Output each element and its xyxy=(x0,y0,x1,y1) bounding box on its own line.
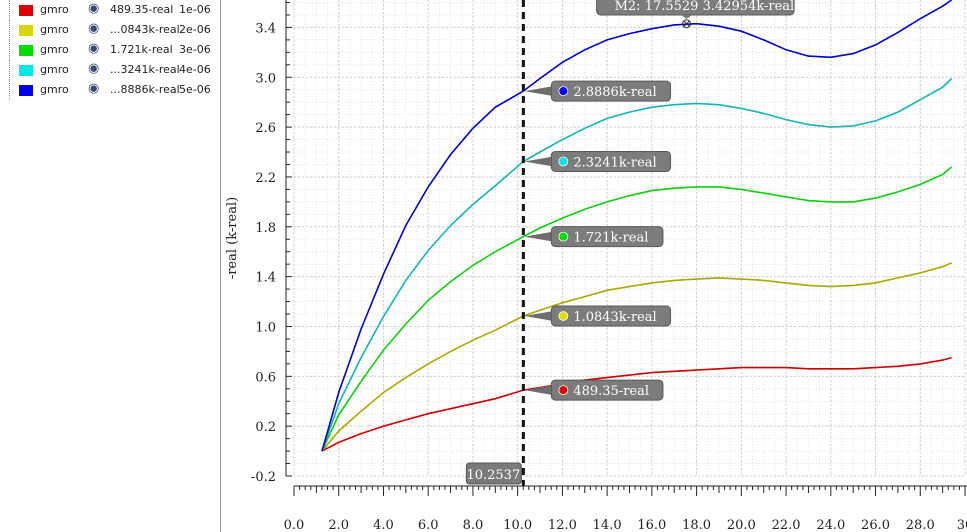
legend-item[interactable]: gmro ◉ 1.721k-real 3e-06 xyxy=(0,40,220,60)
marker-dot xyxy=(558,311,569,321)
legend-sweep: 4e-06 xyxy=(179,63,211,76)
marker-dot xyxy=(558,231,569,242)
point-marker-cross xyxy=(683,20,690,28)
y-tick-label: 1.0 xyxy=(255,320,276,335)
x-tick-label: 2.0 xyxy=(328,518,349,532)
marker-box[interactable] xyxy=(550,226,664,248)
tree-connector xyxy=(9,40,18,60)
series-line[interactable] xyxy=(321,356,952,452)
legend-sweep: 1e-06 xyxy=(179,3,211,16)
marker-label: 1.721k-real xyxy=(573,231,648,246)
y-tick-label: 0.6 xyxy=(255,370,276,385)
y-tick-label: 0.2 xyxy=(255,420,276,435)
y-tick-label: 2.2 xyxy=(255,171,276,186)
y-tick-label: 3.0 xyxy=(255,71,276,86)
tree-connector xyxy=(9,20,18,40)
eye-icon[interactable]: ◉ xyxy=(88,61,100,76)
tree-connector xyxy=(9,60,18,80)
x-tick-label: 28.0 xyxy=(906,518,935,532)
y-tick-label: 2.6 xyxy=(255,121,276,136)
legend-value: ...8886k-real xyxy=(110,83,180,96)
x-tick-label: 22.0 xyxy=(772,518,801,532)
y-tick-label: 1.8 xyxy=(255,221,276,236)
x-tick-label: 30 xyxy=(957,518,967,532)
legend-sweep: 2e-06 xyxy=(179,23,211,36)
legend-swatch xyxy=(19,5,33,16)
marker-box[interactable] xyxy=(550,150,672,172)
x-tick-label: 24.0 xyxy=(816,518,845,532)
y-axis-label: -real (k-real) xyxy=(225,197,240,279)
tree-connector xyxy=(9,0,18,20)
x-tick-label: 10.0 xyxy=(503,518,532,532)
legend-signal-name: gmro xyxy=(40,23,69,36)
legend-signal-name: gmro xyxy=(40,43,69,56)
marker-pointer xyxy=(524,385,554,396)
y-tick-label: -0.2 xyxy=(251,470,276,485)
marker-label: 1.0843k-real xyxy=(573,310,656,325)
marker-box[interactable] xyxy=(550,80,672,102)
marker-dot xyxy=(558,156,569,167)
legend-sweep: 5e-06 xyxy=(179,83,211,96)
point-marker-box[interactable] xyxy=(596,0,795,16)
legend-panel: gmro ◉ 489.35-real 1e-06 gmro ◉ ...0843k-real 2… xyxy=(0,0,221,532)
series-line[interactable] xyxy=(321,166,953,452)
legend-value: 1.721k-real xyxy=(110,43,173,56)
marker-label: 489.35-real xyxy=(573,384,649,399)
legend-item[interactable]: gmro ◉ 489.35-real 1e-06 xyxy=(0,0,220,20)
legend-swatch xyxy=(19,65,33,76)
tree-connector xyxy=(9,80,18,100)
eye-icon[interactable]: ◉ xyxy=(88,81,100,96)
series-line[interactable] xyxy=(321,77,953,452)
x-tick-label: 12.0 xyxy=(548,518,577,532)
legend-item[interactable]: gmro ◉ ...3241k-real 4e-06 xyxy=(0,60,220,80)
legend-item[interactable]: gmro ◉ ...8886k-real 5e-06 xyxy=(0,80,220,100)
legend-sweep: 3e-06 xyxy=(179,43,211,56)
legend-item[interactable]: gmro ◉ ...0843k-real 2e-06 xyxy=(0,20,220,40)
marker-dot xyxy=(558,385,569,396)
marker-label: 2.8886k-real xyxy=(573,85,656,100)
marker-box[interactable] xyxy=(550,305,672,327)
point-marker-label: M2: 17.5529 3.42954k-real xyxy=(615,0,795,14)
x-tick-label: 26.0 xyxy=(861,518,890,532)
cursor-value-box xyxy=(465,462,522,485)
legend-value: ...0843k-real xyxy=(110,23,180,36)
series-line[interactable] xyxy=(321,0,953,452)
x-tick-label: 20.0 xyxy=(727,518,756,532)
legend-swatch xyxy=(19,85,33,96)
marker-pointer xyxy=(524,86,554,97)
marker-pointer xyxy=(524,310,554,321)
x-tick-label: 14.0 xyxy=(593,518,622,532)
x-tick-label: 6.0 xyxy=(418,518,439,532)
marker-box[interactable] xyxy=(550,379,664,401)
eye-icon[interactable]: ◉ xyxy=(88,1,100,16)
legend-swatch xyxy=(19,25,33,36)
y-tick-label: 3.4 xyxy=(255,21,276,36)
series-line[interactable] xyxy=(321,262,952,452)
plot-area[interactable]: -0.2 0.2 0.6 1.0 1.4 1.8 2.2 2.6 3.0 3.4 -real (k-… xyxy=(221,0,967,532)
x-tick-label: 16.0 xyxy=(637,518,666,532)
marker-pointer xyxy=(524,156,554,167)
eye-icon[interactable]: ◉ xyxy=(88,41,100,56)
point-marker-symbol xyxy=(682,19,692,29)
eye-icon[interactable]: ◉ xyxy=(88,21,100,36)
legend-value: 489.35-real xyxy=(110,3,174,16)
cursor-value-label: 10.2537 xyxy=(466,468,520,483)
x-tick-label: 4.0 xyxy=(373,518,394,532)
point-marker-pointer xyxy=(680,15,693,19)
x-tick-label: 8.0 xyxy=(463,518,484,532)
legend-signal-name: gmro xyxy=(40,63,69,76)
x-tick-label: 0.0 xyxy=(284,518,305,532)
x-tick-label: 18.0 xyxy=(682,518,711,532)
legend-signal-name: gmro xyxy=(40,3,69,16)
legend-signal-name: gmro xyxy=(40,83,69,96)
legend-value: ...3241k-real xyxy=(110,63,180,76)
marker-pointer xyxy=(524,231,554,242)
legend-swatch xyxy=(19,45,33,56)
marker-label: 2.3241k-real xyxy=(573,155,656,170)
y-tick-label: 1.4 xyxy=(255,271,276,286)
marker-dot xyxy=(558,86,569,97)
